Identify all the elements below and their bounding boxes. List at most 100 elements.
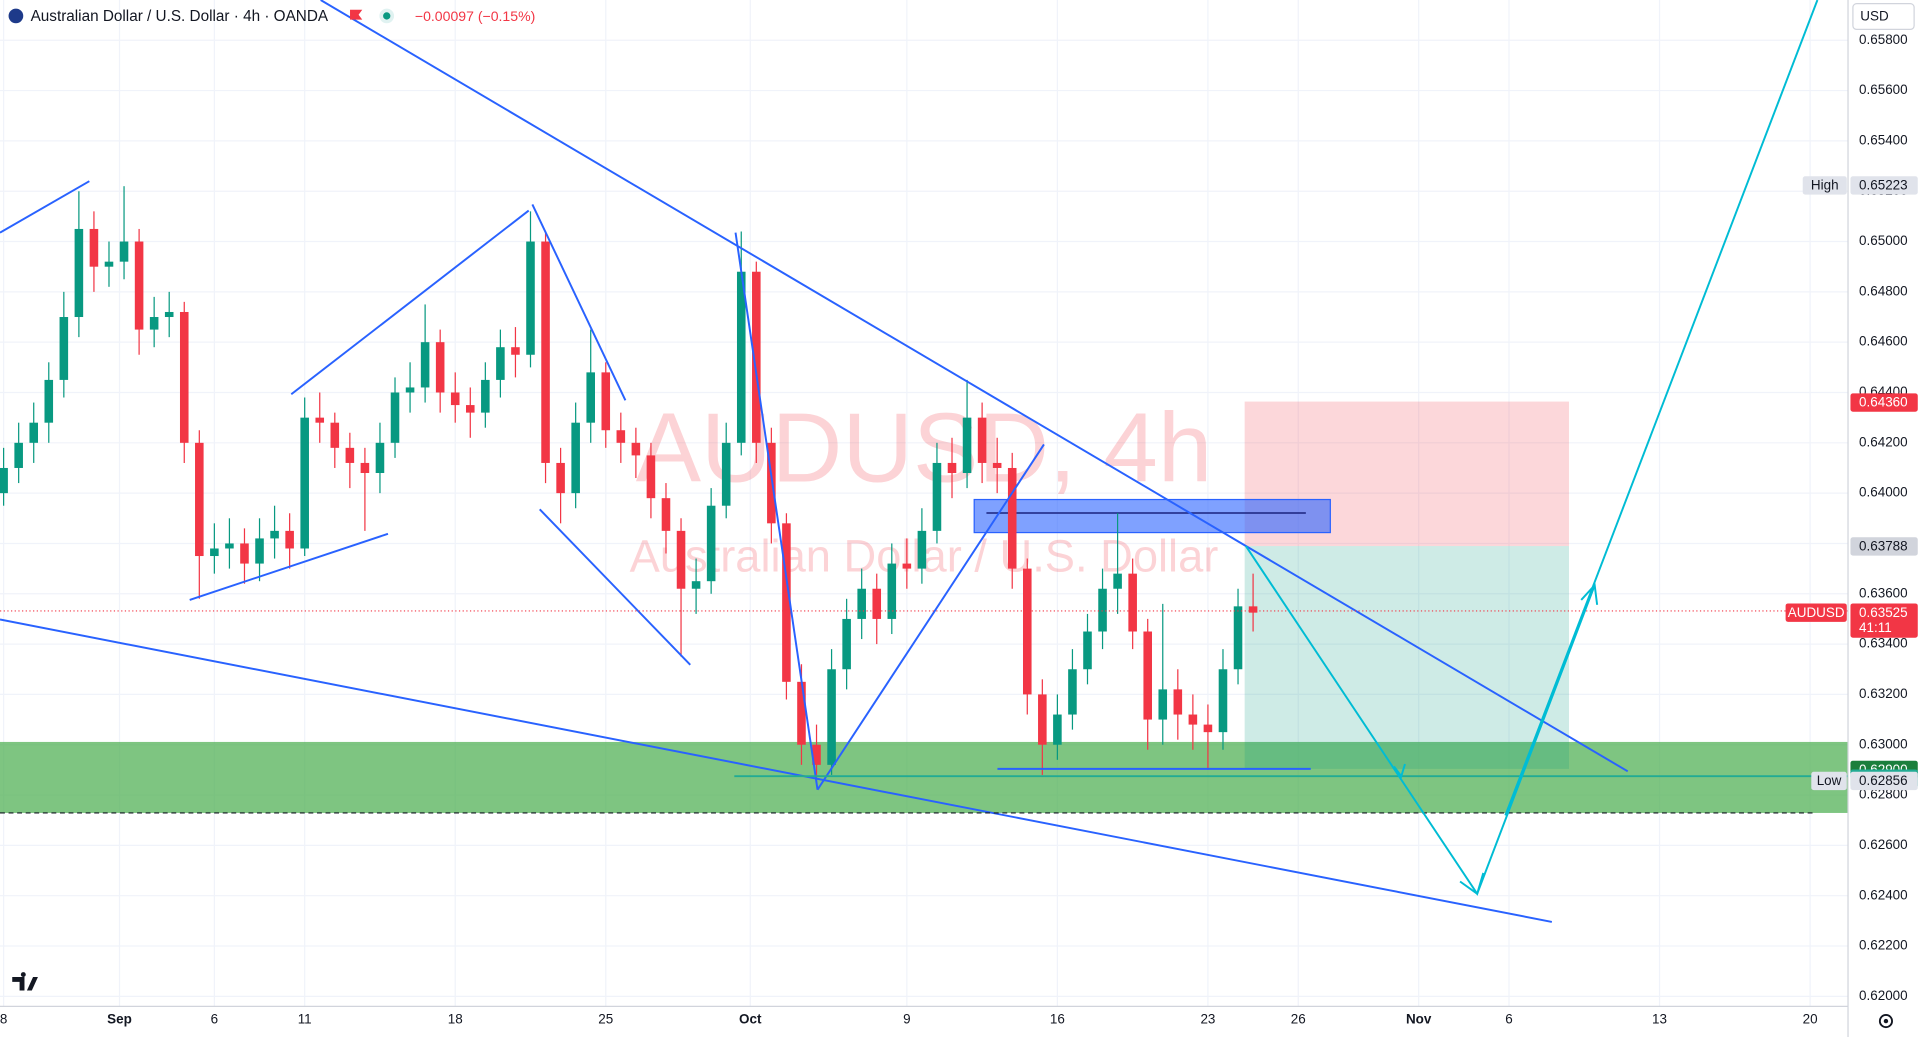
candle-body [1218, 669, 1228, 733]
candle-body [782, 523, 791, 682]
candle-body [1113, 573, 1122, 589]
candle-body [541, 241, 550, 463]
trend-line [531, 204, 627, 401]
candle-body [827, 669, 836, 765]
trend-line [189, 532, 389, 601]
x-tick-label: 25 [598, 1011, 613, 1026]
candle-body [947, 462, 957, 474]
candle-body [767, 442, 776, 524]
price-axis [1848, 0, 1919, 1037]
flag-icon[interactable] [350, 9, 363, 20]
x-tick-label: 18 [448, 1011, 463, 1026]
candle-body [375, 442, 385, 474]
status-dot [383, 12, 391, 20]
candle-body [1173, 689, 1183, 715]
candle-body [812, 744, 821, 765]
y-tick-label: 0.65400 [1859, 132, 1908, 147]
candle-body [225, 543, 234, 549]
x-tick-label: 26 [1291, 1011, 1306, 1026]
x-tick-label: 23 [1200, 1011, 1215, 1026]
y-tick-label: 0.65000 [1859, 233, 1908, 248]
candle-body [1053, 714, 1062, 745]
x-tick-label: 16 [1050, 1011, 1065, 1026]
price-tag-name-box [1802, 176, 1847, 195]
candle-body [435, 342, 445, 393]
candle-body [285, 530, 294, 549]
candle-body [721, 442, 731, 506]
trend-line [320, 0, 1629, 773]
candle-body [631, 442, 641, 456]
candle-body [466, 405, 475, 413]
trend-line [290, 209, 530, 396]
price-tag-name: Low [1817, 773, 1842, 788]
symbol-icon [8, 8, 24, 24]
candle-body [1038, 694, 1047, 745]
candle-body [29, 422, 39, 443]
candle-body [962, 417, 972, 474]
candle-body [992, 462, 1002, 468]
candle-body [857, 588, 866, 619]
candle-body [195, 442, 204, 557]
candle-body [345, 447, 355, 463]
candle-body [44, 379, 54, 423]
price-tag-name: High [1811, 178, 1839, 193]
candles [0, 186, 1258, 783]
arrow-head [1393, 763, 1406, 779]
candle-body [89, 228, 99, 267]
candle-body [179, 311, 189, 443]
x-tick-label: 11 [298, 1011, 312, 1026]
y-tick-label: 0.62000 [1859, 988, 1908, 1003]
candle-body [646, 455, 656, 499]
candle-body [420, 342, 430, 388]
y-tick-label: 0.64800 [1859, 283, 1908, 298]
currency[interactable]: USD [1860, 9, 1889, 24]
price-tag-label: 0.64360 [1859, 395, 1908, 410]
candle-body [481, 379, 490, 413]
candle-body [330, 422, 340, 448]
candle-body [676, 530, 686, 589]
candle-body [1143, 631, 1152, 720]
candle-body [270, 530, 279, 539]
trend-line [816, 443, 1045, 791]
y-tick-label: 0.62600 [1859, 837, 1908, 852]
candle-body [119, 241, 129, 262]
candle-body [74, 228, 84, 318]
candle-body [210, 548, 219, 557]
candle-body [255, 538, 264, 564]
x-tick-label: Oct [739, 1011, 762, 1026]
candle-body [1007, 467, 1017, 569]
candle-body [601, 372, 611, 431]
y-tick-label: 0.62800 [1859, 787, 1908, 802]
y-tick-label: 0.65800 [1859, 32, 1908, 47]
candle-body [450, 392, 460, 406]
candle-body [706, 505, 716, 582]
x-tick-label: 8 [0, 1011, 7, 1026]
price-tag-name-box [1811, 771, 1847, 791]
logo[interactable] [12, 972, 38, 991]
currency-button[interactable] [1852, 3, 1915, 30]
trend-line [0, 618, 1553, 923]
candle-body [616, 430, 626, 443]
candle-body [360, 462, 370, 474]
candle-body [0, 467, 8, 494]
y-tick-label: 0.65600 [1859, 82, 1908, 97]
candle-body [977, 417, 987, 463]
x-tick-label: 6 [1505, 1011, 1512, 1026]
price-change: −0.00097 (−0.15%) [415, 8, 535, 24]
candle-body [405, 387, 415, 393]
candle-body [887, 563, 897, 619]
candle-body [1068, 669, 1077, 715]
candle-body [752, 271, 761, 443]
settings-icon[interactable] [1878, 1014, 1893, 1029]
candle-body [1098, 588, 1107, 632]
candle-body [149, 317, 159, 330]
target-zone [1244, 546, 1569, 769]
candle-body [134, 241, 144, 330]
projection-path [1504, 0, 1819, 816]
candle-body [390, 392, 400, 443]
price-tag [1850, 537, 1918, 556]
price-tag-name-box [1785, 603, 1847, 622]
candle-body [526, 241, 535, 355]
